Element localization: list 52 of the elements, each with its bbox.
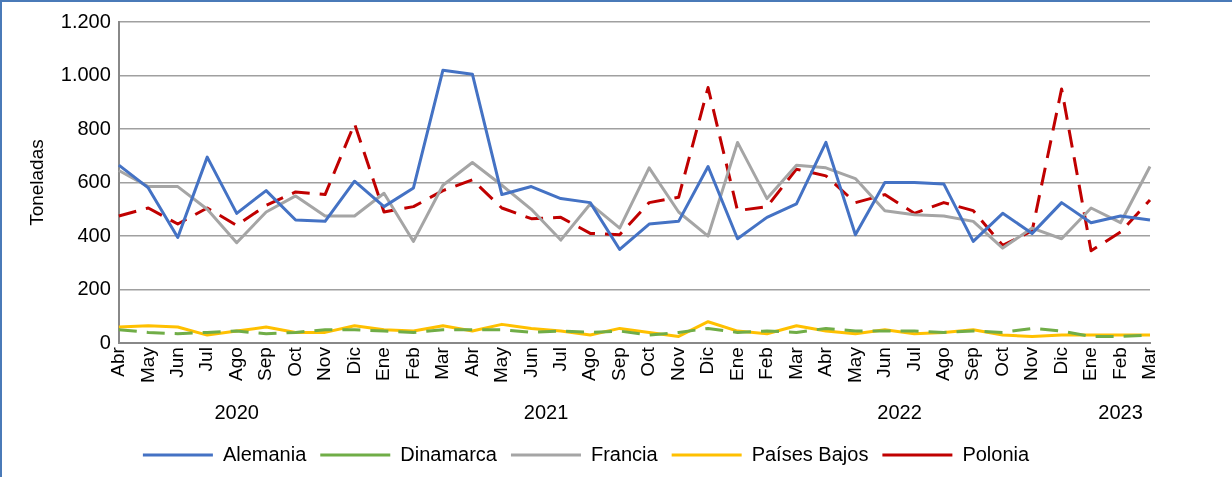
y-tick-label: 200 [77,277,111,300]
x-tick-label: Mar [431,346,453,380]
x-tick-label: Jun [519,347,541,378]
x-tick-label: Nov [666,346,688,381]
x-tick-label: Ago [932,347,953,381]
x-tick-label: Mar [784,346,806,380]
x-tick-label: Jun [873,347,895,378]
x-tick-label: Mar [1138,346,1160,380]
x-tick-label: Oct [990,346,1012,377]
x-tick-label: Dic [342,347,364,375]
legend-label: Países Bajos [751,442,869,465]
x-tick-label: Jul [195,347,217,372]
y-tick-label: 800 [77,116,111,139]
x-tick-label: Oct [283,346,305,377]
legend-label: Alemania [222,442,308,465]
y-tick-label: 600 [77,170,111,193]
legend-label: Polonia [962,442,1030,465]
x-tick-label: Nov [313,346,335,381]
text: 2023 [1098,400,1143,423]
y-tick-label: 400 [77,223,111,246]
x-tick-label: Feb [401,347,423,380]
text: 2020 [214,400,259,423]
x-tick-label: May [843,346,865,384]
x-tick-label: Nov [1020,346,1042,381]
x-tick-label: Ene [372,347,394,381]
x-tick-label: Feb [755,347,777,380]
x-tick-label: Dic [1049,347,1071,375]
x-tick-label: Ago [578,347,600,381]
x-tick-label: Dic [696,347,718,375]
y-tick-label: 0 [99,330,111,353]
x-tick-label: Sep [254,347,276,381]
y-tick-label: 1.000 [60,63,111,86]
y-axis-title: Toneladas [25,139,47,226]
x-tick-label: Feb [1108,347,1130,380]
x-tick-label: Ene [725,347,747,381]
x-tick-label: Sep [961,347,983,381]
y-tick-label: 1.200 [60,9,111,32]
text: 2021 [523,400,569,423]
x-tick-label: Sep [607,347,629,381]
x-tick-label: Abr [814,346,836,377]
x-tick-label: Ene [1079,347,1101,381]
x-tick-label: Oct [637,346,659,377]
legend-label: Dinamarca [400,442,498,465]
x-tick-label: Abr [460,346,482,377]
x-tick-label: Ago [224,347,246,381]
x-tick-label: Jul [902,347,924,372]
text: 2022 [877,400,922,423]
x-tick-label: Jun [166,347,188,378]
x-tick-label: Jul [549,347,571,372]
x-tick-label: May [490,346,512,384]
x-tick-label: May [136,346,158,384]
legend-label: Francia [590,442,659,465]
